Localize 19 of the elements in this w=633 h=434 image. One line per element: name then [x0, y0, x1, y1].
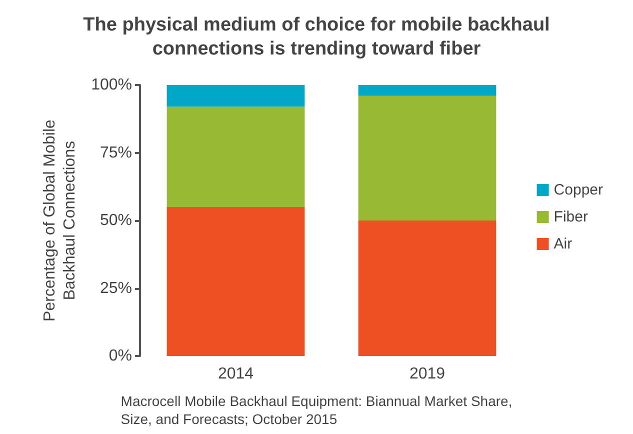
y-axis-title: Percentage of Global Mobile Backhaul Connections — [42, 119, 79, 322]
y-tick-label: 100% — [91, 76, 132, 94]
x-tick-label: 2014 — [218, 366, 254, 382]
y-tick-label: 0% — [108, 348, 132, 364]
legend-label: Copper — [554, 182, 604, 198]
bar — [358, 85, 496, 96]
y-tick-label: 25% — [100, 280, 132, 297]
bar — [166, 85, 305, 107]
chart-title: The physical medium of choice for mobile backhaul connections is trending toward fiber — [83, 14, 550, 60]
bar — [166, 206, 305, 356]
bar — [358, 96, 496, 220]
bar — [166, 106, 305, 207]
legend-label: Air — [554, 236, 572, 252]
y-tick-label: 75% — [100, 144, 132, 162]
bar — [358, 220, 496, 356]
legend-label: Fiber — [554, 208, 588, 226]
y-tick-label: 50% — [100, 212, 132, 229]
x-tick-label: 2019 — [409, 366, 446, 382]
text: Macrocell Mobile Backhaul Equipment: Biannual Market Share, Size, and Forecasts; October 2015 — [120, 393, 512, 427]
